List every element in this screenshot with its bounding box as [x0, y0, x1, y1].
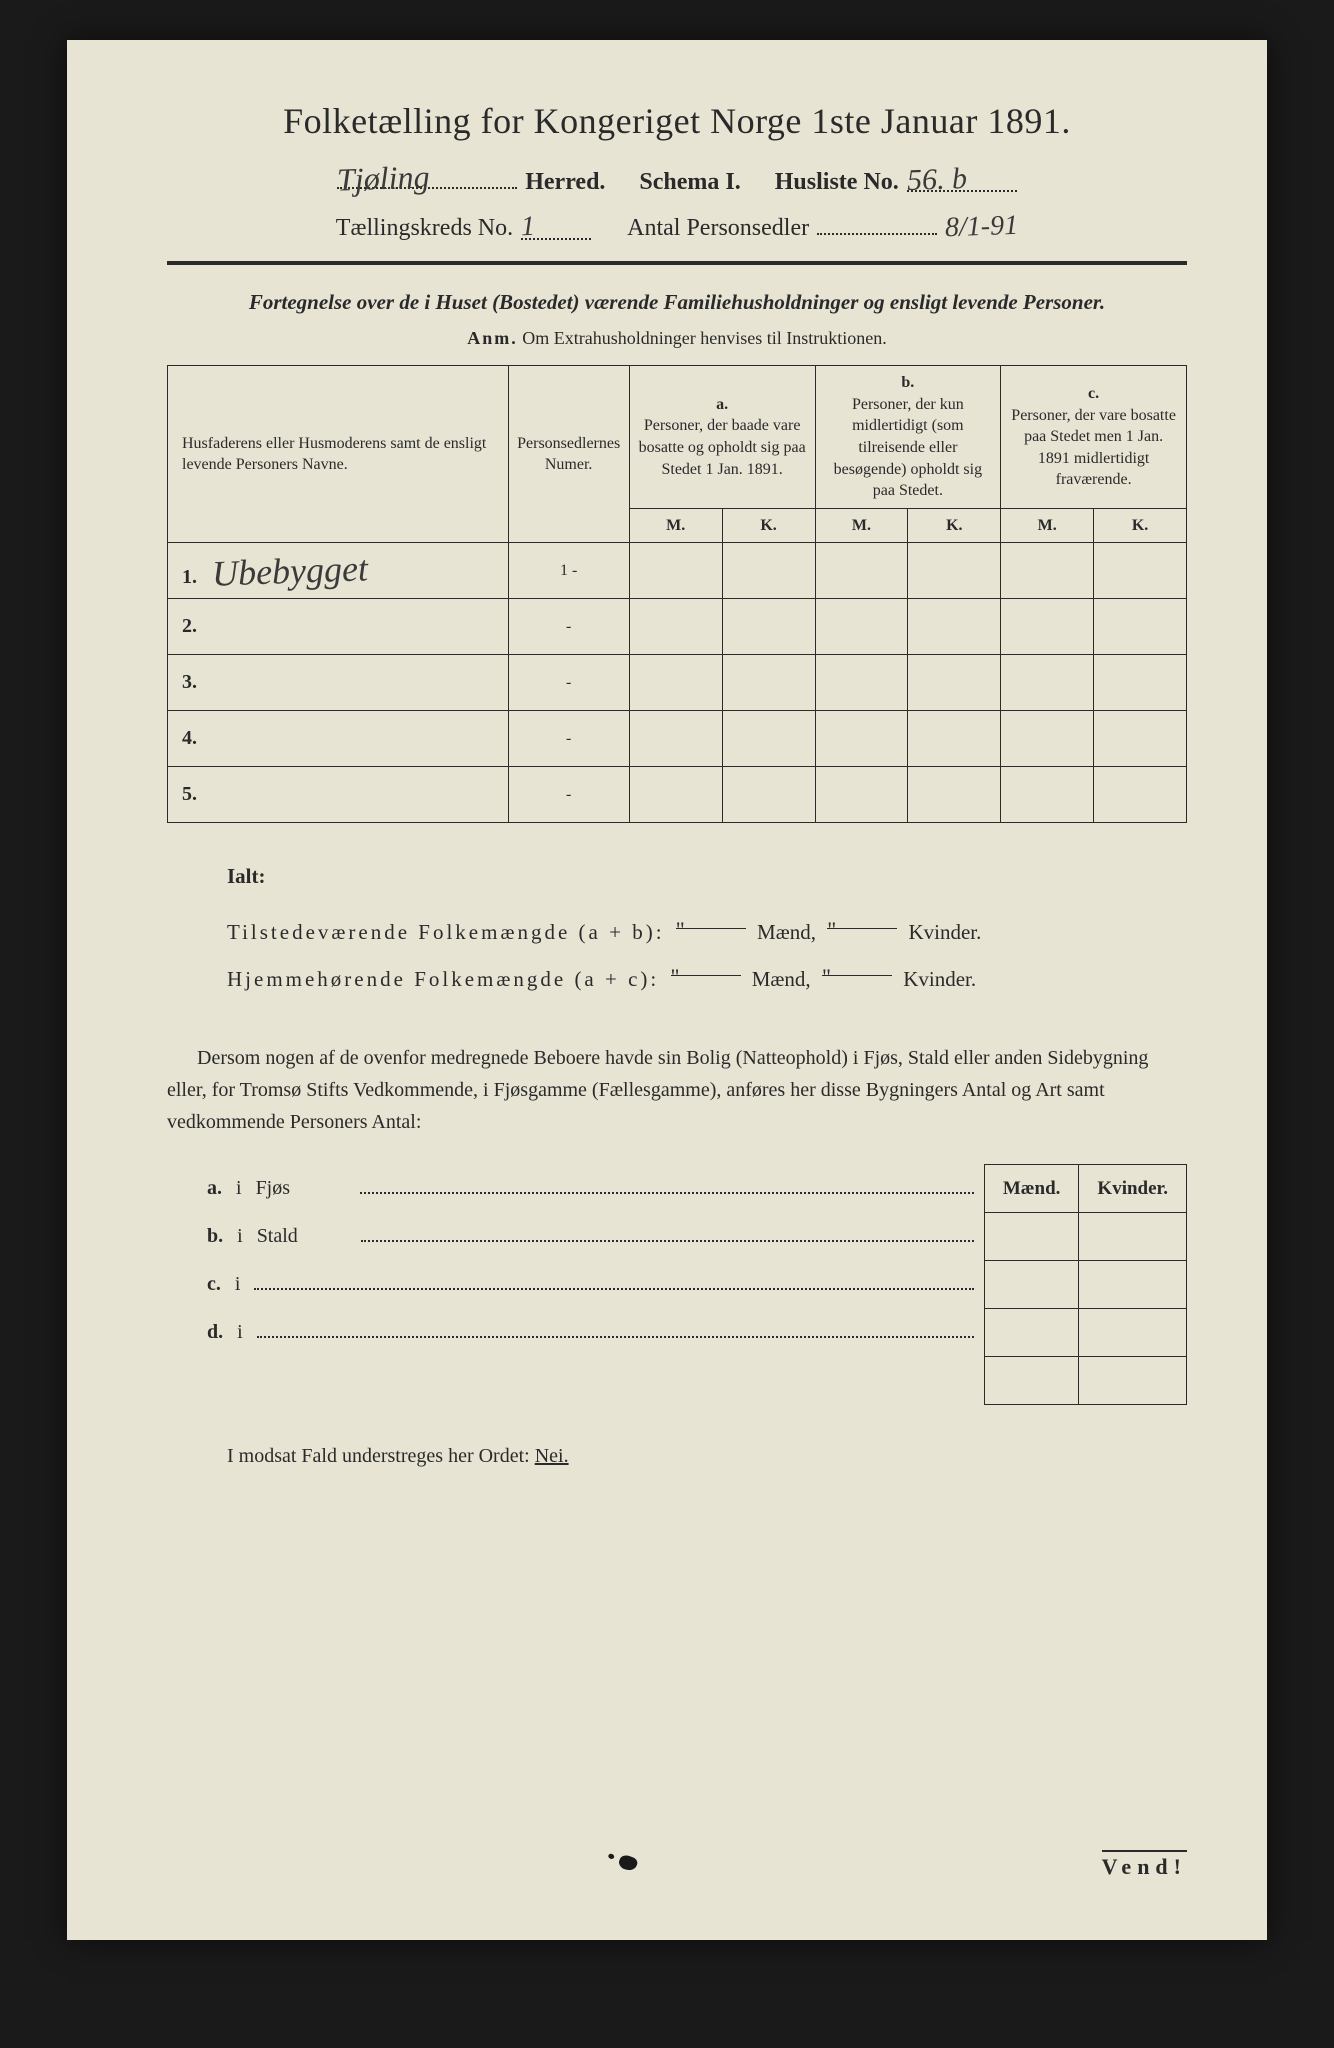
- row1-name: Ubebygget: [211, 547, 368, 594]
- col-a-header: a. Personer, der baade vare bosatte og o…: [629, 366, 815, 509]
- antal-label: Antal Personsedler: [627, 215, 809, 242]
- vend-label: Vend!: [1102, 1850, 1187, 1880]
- sb-row: c. i: [207, 1260, 974, 1308]
- husliste-field: 56. b: [907, 163, 1017, 192]
- sb-kvinder-header: Kvinder.: [1079, 1165, 1187, 1213]
- household-table: Husfaderens eller Husmoderens samt de en…: [167, 365, 1187, 823]
- col-b-header: b. Personer, der kun midlertidigt (som t…: [815, 366, 1001, 509]
- herred-label: Herred.: [525, 169, 605, 196]
- sidebuilding-section: a. i Fjøs b. i Stald c. i d. i: [167, 1164, 1187, 1405]
- husliste-label: Husliste No.: [775, 169, 899, 196]
- row1-num: 1 -: [508, 543, 629, 599]
- date-value: 8/1-91: [945, 210, 1019, 245]
- nei-word: Nei.: [535, 1445, 569, 1467]
- totals-block: Ialt: Tilstedeværende Folkemængde (a + b…: [227, 853, 1187, 1002]
- census-form-page: Folketælling for Kongeriget Norge 1ste J…: [67, 40, 1267, 1940]
- kreds-field: 1: [521, 211, 591, 240]
- col-a-m: M.: [629, 508, 722, 543]
- table-row: 4. -: [168, 711, 1187, 767]
- anm-text: Om Extrahusholdninger henvises til Instr…: [522, 328, 886, 348]
- sidebuilding-paragraph: Dersom nogen af de ovenfor medregnede Be…: [167, 1042, 1187, 1138]
- page-title: Folketælling for Kongeriget Norge 1ste J…: [167, 100, 1187, 142]
- antal-field: [817, 206, 937, 235]
- sb-row: d. i: [207, 1308, 974, 1356]
- col-num-header: Personsedlernes Numer.: [508, 366, 629, 543]
- subtitle: Fortegnelse over de i Huset (Bostedet) v…: [227, 287, 1127, 319]
- ink-blot-icon: [617, 1853, 639, 1872]
- herred-field: Tjøling: [337, 160, 517, 189]
- sidebuilding-mk-table: Mænd. Kvinder.: [984, 1164, 1187, 1405]
- schema-label: Schema I.: [639, 169, 740, 196]
- divider: [167, 261, 1187, 265]
- husliste-value: 56. b: [906, 162, 967, 198]
- col-c-header: c. Personer, der vare bosatte paa Stedet…: [1001, 366, 1187, 509]
- totals-line-2: Hjemmehørende Folkemængde (a + c): " Mæn…: [227, 955, 1187, 1002]
- header-row-2: Tællingskreds No. 1 Antal Personsedler 8…: [167, 206, 1187, 243]
- anm-label: Anm.: [467, 328, 518, 348]
- kreds-label: Tællingskreds No.: [336, 215, 513, 242]
- col-b-m: M.: [815, 508, 908, 543]
- totals-line-1: Tilstedeværende Folkemængde (a + b): " M…: [227, 908, 1187, 955]
- col-b-k: K.: [908, 508, 1001, 543]
- col-c-m: M.: [1001, 508, 1094, 543]
- table-row: 3. -: [168, 655, 1187, 711]
- nei-line: I modsat Fald understreges her Ordet: Ne…: [227, 1445, 1187, 1468]
- table-row: 1. Ubebygget 1 -: [168, 543, 1187, 599]
- header-row-1: Tjøling Herred. Schema I. Husliste No. 5…: [167, 160, 1187, 196]
- col-a-k: K.: [722, 508, 815, 543]
- table-row: 5. -: [168, 767, 1187, 823]
- sb-row: a. i Fjøs: [207, 1164, 974, 1212]
- sidebuilding-list: a. i Fjøs b. i Stald c. i d. i: [167, 1164, 974, 1356]
- table-row: 2. -: [168, 599, 1187, 655]
- annotation-line: Anm. Om Extrahusholdninger henvises til …: [167, 328, 1187, 349]
- sb-row: b. i Stald: [207, 1212, 974, 1260]
- kreds-value: 1: [521, 211, 536, 243]
- table-body: 1. Ubebygget 1 - 2. - 3. - 4. -: [168, 543, 1187, 823]
- col-name-header: Husfaderens eller Husmoderens samt de en…: [168, 366, 509, 543]
- sb-maend-header: Mænd.: [984, 1165, 1079, 1213]
- col-c-k: K.: [1094, 508, 1187, 543]
- herred-value: Tjøling: [337, 158, 431, 198]
- ialt-label: Ialt:: [227, 853, 1187, 899]
